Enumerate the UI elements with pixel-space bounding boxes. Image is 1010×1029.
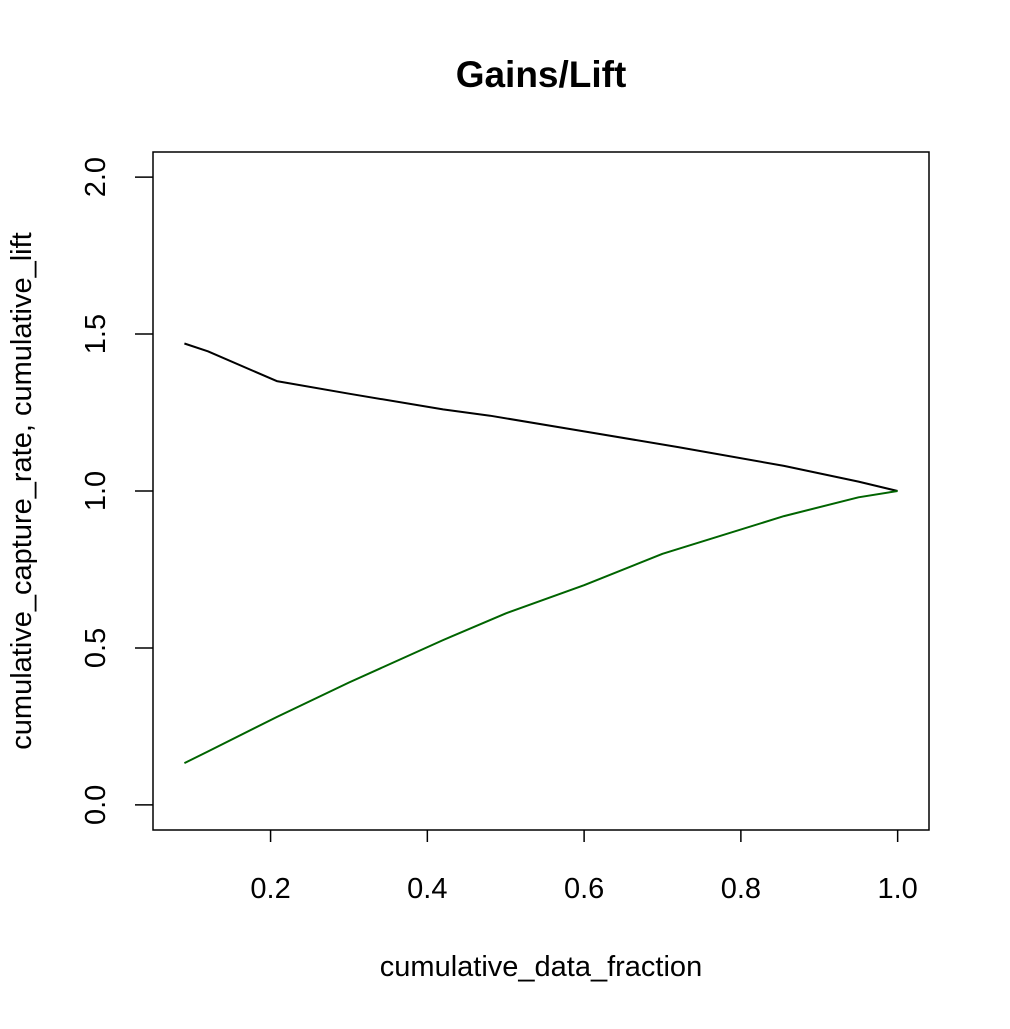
y-tick-label: 0.0 xyxy=(80,785,112,825)
x-tick-label: 0.6 xyxy=(564,873,604,905)
x-tick-label: 1.0 xyxy=(877,873,917,905)
x-tick-label: 0.4 xyxy=(407,873,447,905)
y-tick-label: 1.5 xyxy=(80,314,112,354)
y-tick-label: 1.0 xyxy=(80,471,112,511)
x-tick-label: 0.2 xyxy=(250,873,290,905)
cumulative-lift-line xyxy=(184,342,898,492)
y-tick-label: 0.5 xyxy=(80,628,112,668)
y-tick-label: 2.0 xyxy=(80,157,112,197)
cumulative-capture-rate-line xyxy=(183,490,898,764)
x-tick-label: 0.8 xyxy=(721,873,761,905)
x-axis: 0.2 0.4 0.6 0.8 1.0 xyxy=(250,830,918,905)
chart-title: Gains/Lift xyxy=(456,54,627,95)
series-layer xyxy=(183,342,898,764)
y-axis: 0.0 0.5 1.0 1.5 2.0 xyxy=(80,157,153,825)
x-axis-label: cumulative_data_fraction xyxy=(380,951,702,983)
y-axis-label: cumulative_capture_rate, cumulative_lift xyxy=(6,232,38,749)
